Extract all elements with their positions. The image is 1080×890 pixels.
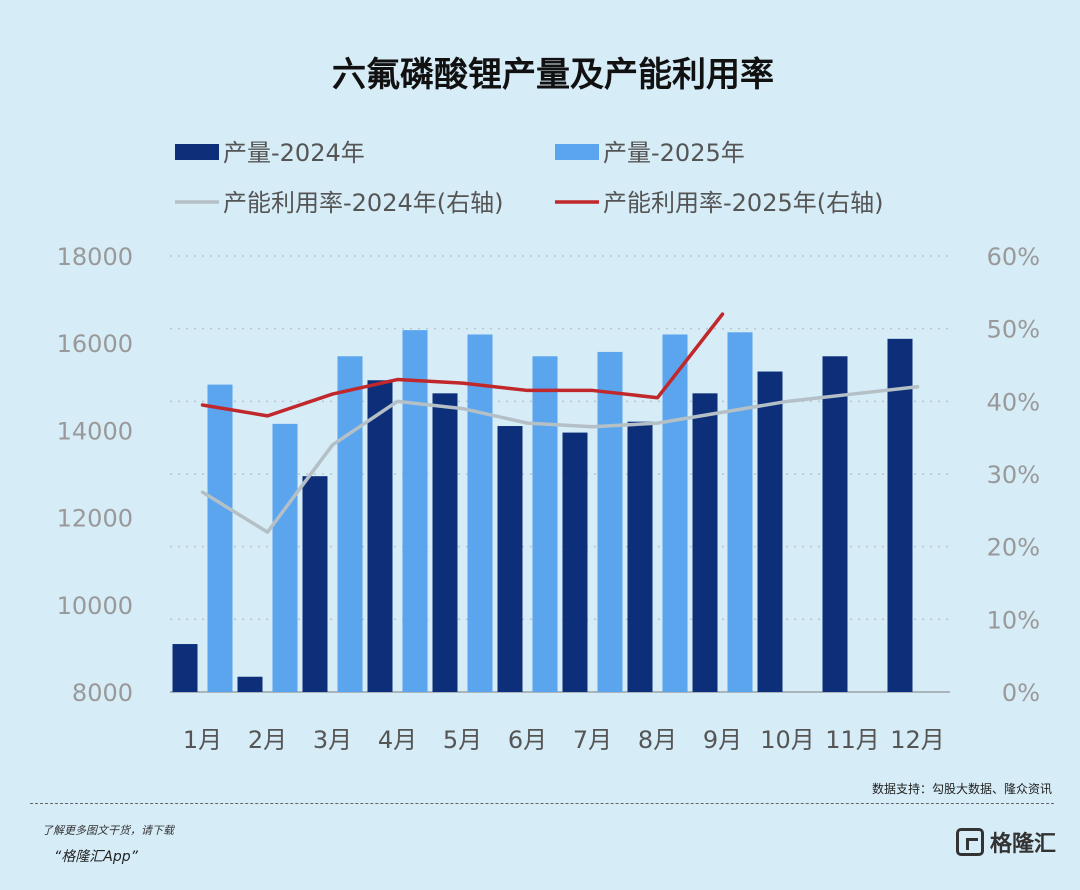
x-tick-label: 3月 (313, 726, 352, 754)
bars (172, 330, 913, 692)
x-tick-label: 8月 (638, 726, 677, 754)
bar (367, 380, 393, 692)
bar (757, 371, 783, 692)
lines (200, 312, 920, 534)
y-left-tick-label: 12000 (57, 505, 133, 533)
y-right-tick-label: 50% (987, 316, 1040, 344)
divider (30, 803, 1054, 804)
y-left-tick-label: 14000 (57, 417, 133, 445)
x-tick-label: 6月 (508, 726, 547, 754)
legend-label: 产量-2025年 (603, 139, 745, 167)
x-tick-label: 11月 (825, 726, 880, 754)
bar (272, 423, 298, 692)
promo-app-name: “格隆汇App” (54, 849, 138, 865)
bar (497, 426, 523, 692)
brand-name: 格隆汇 (989, 832, 1056, 857)
x-tick-label: 7月 (573, 726, 612, 754)
bar (237, 676, 263, 692)
brand-logo: 格隆汇 (955, 826, 1056, 858)
x-tick-label: 4月 (378, 726, 417, 754)
series-line (200, 312, 725, 418)
legend-label: 产量-2024年 (223, 139, 365, 167)
legend-label: 产能利用率-2025年(右轴) (603, 189, 883, 217)
y-left-tick-label: 16000 (57, 330, 133, 358)
bar (467, 334, 493, 692)
legend-swatch (555, 144, 599, 160)
y-right-tick-label: 10% (987, 606, 1040, 634)
chart: 六氟磷酸锂产量及产能利用率 产量-2024年 产量-2025年产能利用率-2024… (57, 55, 1040, 754)
bar (532, 356, 558, 692)
y-left-tick-label: 18000 (57, 243, 133, 271)
y-right-tick-label: 60% (987, 243, 1040, 271)
bar (692, 393, 718, 692)
x-tick-label: 10月 (760, 726, 815, 754)
bar (562, 432, 588, 692)
bar (302, 476, 328, 692)
bar (627, 421, 653, 692)
data-source: 数据支持：勾股大数据、隆众资讯 (871, 782, 1052, 796)
x-tick-label: 2月 (248, 726, 287, 754)
gridlines (170, 255, 950, 693)
bar (402, 330, 428, 692)
y-left-tick-label: 8000 (72, 679, 133, 707)
y-right-tick-label: 20% (987, 534, 1040, 562)
x-tick-label: 9月 (703, 726, 742, 754)
y-right-tick-label: 30% (987, 461, 1040, 489)
bar (662, 334, 688, 692)
series-line (200, 385, 920, 534)
promo-text: 了解更多图文干货，请下载 (42, 824, 174, 837)
bar (887, 338, 913, 692)
bar (337, 356, 363, 692)
y-left-tick-label: 10000 (57, 592, 133, 620)
bar (822, 356, 848, 692)
legend-label: 产能利用率-2024年(右轴) (223, 189, 503, 217)
y-right-tick-label: 0% (1002, 679, 1040, 707)
logo-icon (955, 828, 984, 856)
chart-title: 六氟磷酸锂产量及产能利用率 (332, 55, 774, 95)
axes: 8000 10000 12000 14000 16000 18000 0% 10% 20% 30%… (57, 243, 1040, 754)
bar (207, 384, 233, 692)
x-tick-label: 5月 (443, 726, 482, 754)
legend-swatch (175, 144, 219, 160)
bar (172, 644, 198, 692)
y-right-tick-label: 40% (987, 388, 1040, 416)
bar (727, 332, 753, 692)
x-tick-label: 1月 (183, 726, 222, 754)
bar (597, 351, 623, 692)
bar (432, 393, 458, 692)
x-tick-label: 12月 (890, 726, 945, 754)
